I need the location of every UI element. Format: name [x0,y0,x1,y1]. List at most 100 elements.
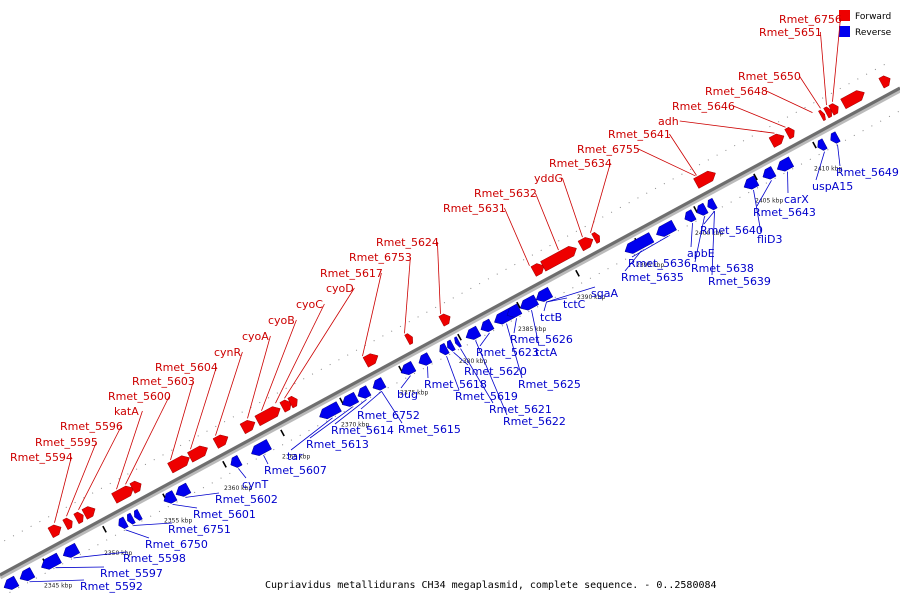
forward-gene-label[interactable]: cyoC [296,298,323,311]
forward-gene-label[interactable]: Rmet_5648 [705,85,768,98]
reverse-gene-arrow[interactable] [175,482,192,497]
reverse-gene-label[interactable]: Rmet_5597 [100,567,163,580]
forward-gene-label[interactable]: Rmet_5631 [443,202,506,215]
forward-gene-label[interactable]: Rmet_5600 [108,390,171,403]
forward-gene-label[interactable]: Rmet_5596 [60,420,123,433]
forward-gene-arrow[interactable] [768,133,785,148]
reverse-gene-label[interactable]: cynT [242,478,269,491]
reverse-gene-label[interactable]: Rmet_5598 [123,552,186,565]
reverse-gene-label[interactable]: tctA [535,346,558,359]
forward-gene-label[interactable]: Rmet_6756 [779,13,842,26]
reverse-gene-arrow[interactable] [62,542,81,558]
reverse-gene-label[interactable]: Rmet_5618 [424,378,487,391]
reverse-gene-label[interactable]: Rmet_5601 [193,508,256,521]
forward-gene-arrow[interactable] [167,455,190,474]
reverse-gene-label[interactable]: Rmet_5625 [518,378,581,391]
reverse-gene-label[interactable]: Rmet_5649 [836,166,899,179]
forward-gene-label[interactable]: adh [658,115,679,128]
forward-gene-label[interactable]: Rmet_5632 [474,187,537,200]
reverse-gene-label[interactable]: Rmet_5607 [264,464,327,477]
forward-gene-label[interactable]: Rmet_5595 [35,436,98,449]
reverse-gene-label[interactable]: Rmet_5615 [398,423,461,436]
reverse-gene-label[interactable]: Rmet_5626 [510,333,573,346]
forward-gene-arrow[interactable] [840,90,865,110]
forward-gene-arrow[interactable] [129,480,142,494]
forward-gene-arrow[interactable] [111,485,134,504]
forward-gene-label[interactable]: cyoB [268,314,295,327]
reverse-gene-label[interactable]: tar [287,450,303,463]
reverse-gene-arrow[interactable] [319,401,342,420]
reverse-gene-arrow[interactable] [624,232,655,254]
reverse-gene-arrow[interactable] [817,138,828,151]
forward-gene-label[interactable]: Rmet_6755 [577,143,640,156]
forward-gene-label[interactable]: katA [114,405,139,418]
reverse-gene-label[interactable]: apbE [687,247,715,260]
reverse-gene-label[interactable]: fliD3 [757,233,782,246]
reverse-gene-arrow[interactable] [118,516,129,529]
reverse-gene-label[interactable]: Rmet_5602 [215,493,278,506]
reverse-gene-label[interactable]: Rmet_6750 [145,538,208,551]
reverse-gene-arrow[interactable] [3,575,20,590]
forward-gene-arrow[interactable] [254,406,281,427]
reverse-gene-label[interactable]: Rmet_5614 [331,424,394,437]
reverse-gene-arrow[interactable] [19,567,36,582]
forward-gene-arrow[interactable] [823,106,832,119]
reverse-gene-label[interactable]: carX [784,193,809,206]
reverse-gene-arrow[interactable] [41,552,62,570]
reverse-gene-arrow[interactable] [465,325,482,340]
reverse-gene-label[interactable]: tctB [540,311,562,324]
reverse-gene-arrow[interactable] [454,336,462,348]
reverse-gene-arrow[interactable] [127,512,136,525]
forward-gene-label[interactable]: Rmet_5646 [672,100,735,113]
reverse-gene-label[interactable]: Rmet_6752 [357,409,420,422]
forward-gene-arrow[interactable] [81,506,96,520]
forward-gene-arrow[interactable] [362,353,379,368]
forward-gene-label[interactable]: Rmet_5641 [608,128,671,141]
reverse-gene-arrow[interactable] [656,219,677,237]
forward-gene-label[interactable]: cyoA [242,330,269,343]
forward-gene-arrow[interactable] [187,445,208,463]
reverse-gene-label[interactable]: Rmet_5613 [306,438,369,451]
forward-gene-arrow[interactable] [212,434,229,449]
forward-gene-arrow[interactable] [693,170,716,189]
forward-gene-arrow[interactable] [784,127,795,140]
reverse-gene-label[interactable]: Rmet_5592 [80,580,143,593]
forward-gene-arrow[interactable] [577,237,594,252]
reverse-gene-label[interactable]: Rmet_5638 [691,262,754,275]
forward-gene-label[interactable]: cyoD [326,282,354,295]
forward-gene-label[interactable]: Rmet_5604 [155,361,218,374]
reverse-gene-arrow[interactable] [251,439,272,456]
reverse-gene-label[interactable]: Rmet_5643 [753,206,816,219]
forward-gene-label[interactable]: Rmet_5634 [549,157,612,170]
reverse-gene-label[interactable]: Rmet_5619 [455,390,518,403]
reverse-gene-label[interactable]: Rmet_5621 [489,403,552,416]
reverse-gene-arrow[interactable] [519,294,540,311]
forward-gene-arrow[interactable] [438,313,451,327]
forward-gene-arrow[interactable] [828,103,839,116]
reverse-gene-label[interactable]: Rmet_5635 [621,271,684,284]
reverse-gene-arrow[interactable] [163,490,178,504]
reverse-gene-arrow[interactable] [230,454,243,468]
forward-gene-arrow[interactable] [591,232,600,244]
reverse-gene-arrow[interactable] [684,209,697,223]
forward-gene-arrow[interactable] [287,395,298,409]
reverse-gene-arrow[interactable] [400,360,417,376]
reverse-gene-arrow[interactable] [357,385,372,399]
reverse-gene-arrow[interactable] [447,339,456,352]
reverse-gene-label[interactable]: sgaA [591,287,618,300]
reverse-gene-arrow[interactable] [696,202,709,216]
reverse-gene-arrow[interactable] [762,166,777,180]
forward-gene-arrow[interactable] [62,517,73,531]
reverse-gene-arrow[interactable] [372,377,387,391]
forward-gene-label[interactable]: Rmet_5617 [320,267,383,280]
forward-gene-arrow[interactable] [530,263,545,277]
reverse-gene-label[interactable]: Rmet_5623 [476,346,539,359]
forward-gene-arrow[interactable] [73,511,84,525]
reverse-gene-arrow[interactable] [134,508,143,521]
forward-gene-label[interactable]: Rmet_5603 [132,375,195,388]
reverse-gene-arrow[interactable] [341,391,360,407]
reverse-gene-arrow[interactable] [480,318,495,333]
reverse-gene-label[interactable]: Rmet_5636 [628,257,691,270]
reverse-gene-arrow[interactable] [535,286,554,302]
reverse-gene-arrow[interactable] [707,197,718,211]
